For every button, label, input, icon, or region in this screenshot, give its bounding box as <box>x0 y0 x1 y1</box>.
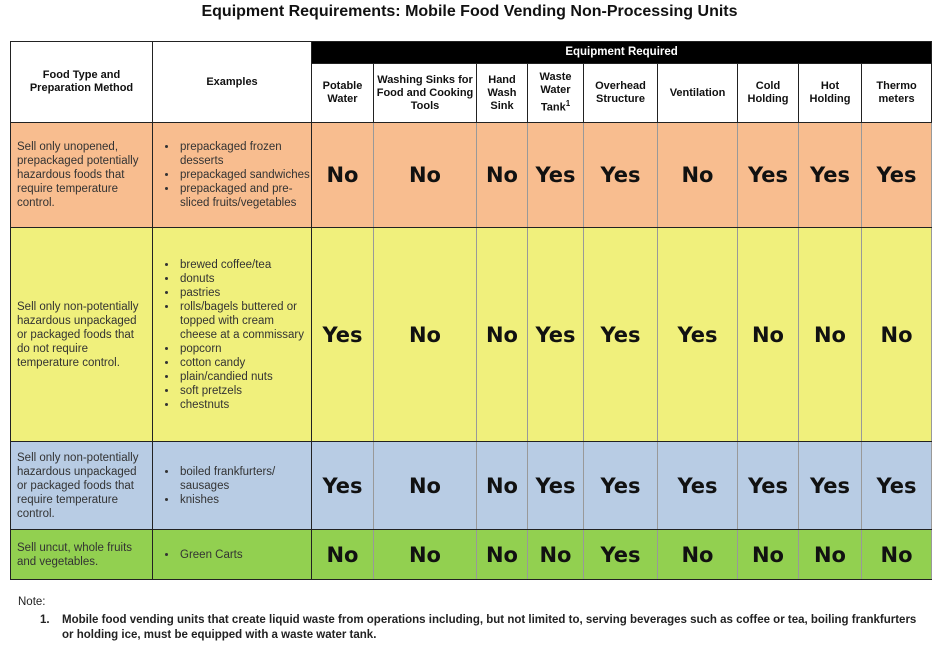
food-type-cell: Sell only non-potentially hazardous unpa… <box>10 227 153 442</box>
column-header-label: Ventilation <box>669 86 726 99</box>
requirement-cell: Yes <box>311 441 374 530</box>
requirement-cell: No <box>527 529 584 580</box>
example-item: knishes <box>178 493 311 507</box>
requirement-cell: No <box>373 227 477 442</box>
requirement-cell: No <box>860 529 933 580</box>
example-item: plain/candied nuts <box>178 370 311 384</box>
column-header: Potable Water <box>311 63 374 123</box>
examples-cell: boiled frankfurters/ sausagesknishes <box>152 441 312 530</box>
requirement-cell: No <box>311 529 374 580</box>
table-row: Sell uncut, whole fruits and vegetables.… <box>10 529 933 580</box>
example-item: donuts <box>178 272 311 286</box>
requirement-cell: No <box>657 122 738 228</box>
column-header: Hot Holding <box>798 63 862 123</box>
requirement-cell: No <box>798 227 862 442</box>
requirement-cell: No <box>373 529 477 580</box>
food-type-cell: Sell uncut, whole fruits and vegetables. <box>10 529 153 580</box>
requirement-cell: No <box>737 529 799 580</box>
column-header-label: Cold Holding <box>747 80 789 105</box>
example-item: rolls/bagels buttered or topped with cre… <box>178 300 311 342</box>
requirement-cell: Yes <box>527 441 584 530</box>
requirement-cell: Yes <box>798 441 862 530</box>
requirement-cell: No <box>798 529 862 580</box>
note-text: Mobile food vending units that create li… <box>62 614 917 641</box>
food-type-cell: Sell only non-potentially hazardous unpa… <box>10 441 153 530</box>
column-header-label: Thermo meters <box>876 80 917 105</box>
column-header: Thermo meters <box>860 63 933 123</box>
page-title: Equipment Requirements: Mobile Food Vend… <box>201 3 738 20</box>
requirement-cell: Yes <box>583 227 658 442</box>
requirement-cell: No <box>860 227 933 442</box>
table-row: Sell only non-potentially hazardous unpa… <box>10 441 933 530</box>
requirement-cell: No <box>311 122 374 228</box>
table-row: Sell only unopened, prepackaged potentia… <box>10 122 933 228</box>
example-item: boiled frankfurters/ sausages <box>178 465 311 493</box>
note-label: Note: <box>18 596 46 608</box>
requirement-cell: No <box>373 441 477 530</box>
examples-cell: brewed coffee/teadonutspastriesrolls/bag… <box>152 227 312 442</box>
requirement-cell: Yes <box>860 441 933 530</box>
example-item: popcorn <box>178 342 311 356</box>
column-header: Overhead Structure <box>583 63 658 123</box>
requirement-cell: No <box>373 122 477 228</box>
example-item: pastries <box>178 286 311 300</box>
requirement-cell: Yes <box>527 122 584 228</box>
column-header-label: Hot Holding <box>809 80 851 105</box>
requirement-cell: Yes <box>737 441 799 530</box>
column-header-label: Hand Wash Sink <box>487 73 517 112</box>
column-header: Washing Sinks for Food and Cooking Tools <box>373 63 477 123</box>
column-header-label: Overhead Structure <box>595 80 646 105</box>
note-number: 1. <box>40 614 50 626</box>
requirement-cell: Yes <box>657 227 738 442</box>
example-item: brewed coffee/tea <box>178 258 311 272</box>
example-item: prepackaged and pre-sliced fruits/vegeta… <box>178 182 311 210</box>
column-header: Waste Water Tank1 <box>527 63 584 123</box>
column-header-label: Potable Water <box>322 80 363 105</box>
requirement-cell: No <box>476 529 528 580</box>
requirement-cell: Yes <box>583 441 658 530</box>
requirement-cell: No <box>657 529 738 580</box>
requirement-cell: Yes <box>737 122 799 228</box>
column-header-label: Washing Sinks for Food and Cooking Tools <box>376 73 474 112</box>
examples-cell: prepackaged frozen dessertsprepackaged s… <box>152 122 312 228</box>
example-item: cotton candy <box>178 356 311 370</box>
table-row: Sell only non-potentially hazardous unpa… <box>10 227 933 442</box>
examples-cell: Green Carts <box>152 529 312 580</box>
column-header: Cold Holding <box>737 63 799 123</box>
requirement-cell: Yes <box>527 227 584 442</box>
header-equipment-required: Equipment Required <box>310 41 933 64</box>
example-item: prepackaged frozen desserts <box>178 140 311 168</box>
column-header: Hand Wash Sink <box>476 63 528 123</box>
example-item: Green Carts <box>178 548 311 562</box>
column-header-label: Waste Water Tank <box>539 71 572 114</box>
requirement-cell: No <box>476 441 528 530</box>
example-item: chestnuts <box>178 398 311 412</box>
requirement-cell: Yes <box>311 227 374 442</box>
example-item: soft pretzels <box>178 384 311 398</box>
requirement-cell: Yes <box>657 441 738 530</box>
requirement-cell: Yes <box>583 529 658 580</box>
food-type-cell: Sell only unopened, prepackaged potentia… <box>10 122 153 228</box>
requirement-cell: Yes <box>798 122 862 228</box>
header-examples: Examples <box>152 41 312 123</box>
requirement-cell: No <box>737 227 799 442</box>
requirement-cell: No <box>476 227 528 442</box>
column-header: Ventilation <box>657 63 738 123</box>
example-item: prepackaged sandwiches <box>178 168 311 182</box>
requirement-cell: Yes <box>583 122 658 228</box>
equipment-requirements-table: Food Type and Preparation Method Example… <box>10 41 933 580</box>
header-food-type: Food Type and Preparation Method <box>10 41 153 123</box>
note-item: 1. Mobile food vending units that create… <box>40 613 930 643</box>
requirement-cell: No <box>476 122 528 228</box>
requirement-cell: Yes <box>860 122 933 228</box>
footnote-marker: 1 <box>565 99 571 109</box>
